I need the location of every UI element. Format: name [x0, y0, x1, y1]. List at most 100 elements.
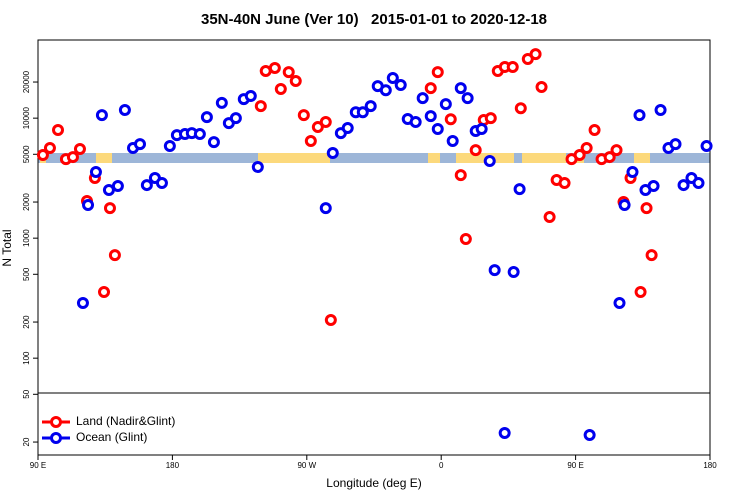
point	[379, 84, 392, 97]
y-tick-label: 2000	[22, 193, 31, 211]
point	[431, 66, 444, 79]
point	[229, 112, 242, 125]
point	[244, 89, 257, 102]
point	[692, 177, 705, 190]
point	[529, 48, 542, 61]
point	[583, 428, 596, 441]
point	[700, 140, 713, 153]
point	[98, 285, 111, 298]
point	[200, 111, 213, 124]
x-tick-label: 90 E	[30, 461, 46, 470]
legend-marker	[50, 432, 62, 444]
point	[475, 123, 488, 136]
y-tick-label: 500	[22, 267, 31, 281]
point	[76, 297, 89, 310]
point	[603, 151, 616, 164]
point	[469, 144, 482, 157]
point	[618, 198, 631, 211]
x-tick-label: 0	[439, 461, 444, 470]
point	[454, 169, 467, 182]
point	[319, 116, 332, 129]
point	[111, 180, 124, 193]
legend-label: Ocean (Glint)	[76, 430, 147, 444]
point	[386, 72, 399, 85]
point	[311, 121, 324, 134]
point	[356, 106, 369, 119]
point	[66, 151, 79, 164]
point	[251, 160, 264, 173]
y-tick-label: 5000	[22, 145, 31, 163]
point	[543, 211, 556, 224]
point	[677, 179, 690, 192]
point	[416, 92, 429, 105]
point	[89, 165, 102, 178]
point	[484, 112, 497, 125]
point	[558, 177, 571, 190]
point	[103, 202, 116, 215]
point	[444, 113, 457, 126]
point	[580, 142, 593, 155]
point	[155, 177, 168, 190]
point	[488, 264, 501, 277]
point	[289, 74, 302, 87]
point	[588, 124, 601, 137]
point	[461, 92, 474, 105]
point	[633, 109, 646, 122]
point	[514, 102, 527, 115]
point	[506, 60, 519, 73]
point	[626, 165, 639, 178]
point	[282, 66, 295, 79]
y-tick-label: 200	[22, 315, 31, 329]
point	[193, 128, 206, 141]
point	[364, 100, 377, 113]
point	[645, 249, 658, 262]
y-tick-label: 20000	[22, 70, 31, 93]
point	[654, 103, 667, 116]
y-tick-label: 1000	[22, 229, 31, 247]
point	[507, 266, 520, 279]
point	[73, 143, 86, 156]
point	[610, 144, 623, 157]
point	[268, 61, 281, 74]
point	[446, 135, 459, 148]
point	[409, 116, 422, 129]
x-tick-label: 180	[166, 461, 180, 470]
legend-marker	[50, 416, 62, 428]
point	[634, 285, 647, 298]
x-tick-label: 90 E	[567, 461, 583, 470]
point	[326, 147, 339, 160]
y-tick-label: 20	[22, 437, 31, 446]
y-tick-label: 100	[22, 351, 31, 365]
point	[274, 82, 287, 95]
point	[573, 149, 586, 162]
x-tick-label: 180	[703, 461, 717, 470]
point	[647, 180, 660, 193]
point	[424, 110, 437, 123]
y-tick-label: 10000	[22, 106, 31, 129]
point	[394, 78, 407, 91]
point	[513, 183, 526, 196]
point	[140, 179, 153, 192]
point	[215, 96, 228, 109]
point	[95, 109, 108, 122]
point	[207, 136, 220, 149]
x-axis-label: Longitude (deg E)	[326, 476, 421, 490]
point	[483, 154, 496, 167]
point	[341, 121, 354, 134]
legend: Land (Nadir&Glint) Ocean (Glint)	[42, 414, 175, 444]
point	[424, 82, 437, 95]
y-axis-label: N Total	[0, 229, 14, 266]
point	[254, 100, 267, 113]
point	[535, 80, 548, 93]
point	[163, 140, 176, 153]
point	[498, 426, 511, 439]
y-tick-label: 50	[22, 389, 31, 398]
point	[431, 123, 444, 136]
point	[36, 149, 49, 162]
point	[669, 138, 682, 151]
plot-frame	[37, 39, 711, 456]
chart-title: 35N-40N June (Ver 10) 2015-01-01 to 2020…	[201, 11, 547, 28]
point	[297, 109, 310, 122]
point	[82, 198, 95, 211]
